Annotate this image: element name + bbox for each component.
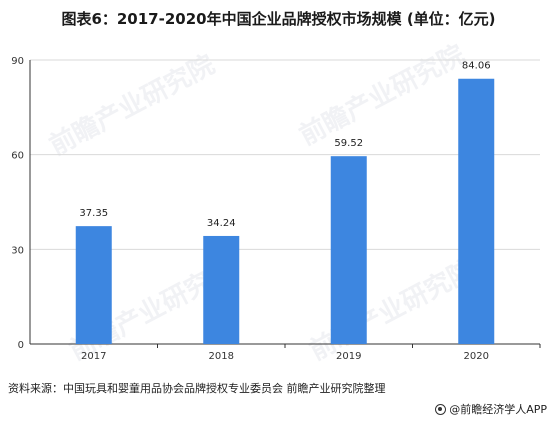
x-tick-label: 2018 [209, 351, 234, 362]
y-tick-label: 30 [11, 245, 24, 256]
brand-credit-text: @前瞻经济学人APP [449, 403, 547, 416]
x-tick-label: 2017 [81, 351, 106, 362]
bar [75, 226, 112, 344]
x-tick-label: 2019 [336, 351, 361, 362]
data-label: 84.06 [462, 61, 491, 72]
y-tick-label: 0 [18, 340, 24, 351]
brand-credit: @前瞻经济学人APP [435, 401, 547, 417]
x-tick-label: 2020 [464, 351, 489, 362]
source-note: 资料来源：中国玩具和婴童用品协会品牌授权专业委员会 前瞻产业研究院整理 [8, 382, 386, 395]
data-label: 59.52 [334, 138, 363, 149]
bar [330, 156, 367, 344]
bar [203, 235, 240, 344]
bar [458, 78, 495, 344]
data-label: 37.35 [79, 208, 108, 219]
data-label: 34.24 [207, 218, 236, 229]
y-tick-label: 60 [11, 151, 24, 162]
chart-title: 图表6：2017-2020年中国企业品牌授权市场规模 (单位：亿元) [61, 10, 496, 28]
y-tick-label: 90 [11, 56, 24, 67]
brand-logo-icon [435, 403, 447, 415]
